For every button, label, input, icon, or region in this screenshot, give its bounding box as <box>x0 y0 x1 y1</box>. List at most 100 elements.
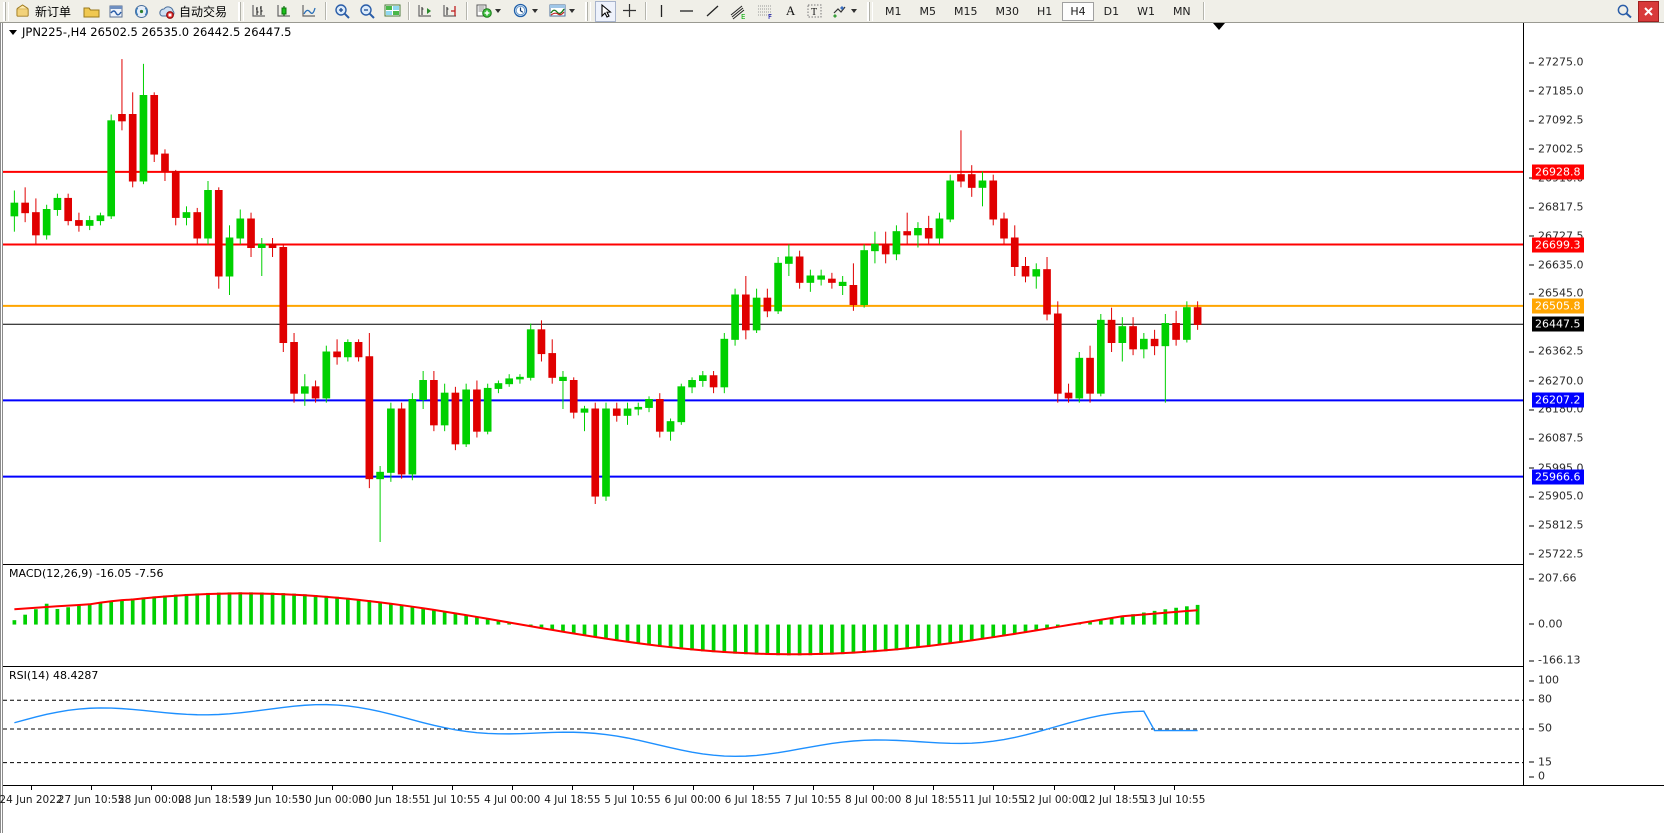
candle-chart-icon[interactable] <box>273 1 296 22</box>
time-tick-mark <box>1173 786 1175 790</box>
timeframe-m15[interactable]: M15 <box>954 4 978 18</box>
price-axis[interactable]: 27275.027185.027092.527002.526910.026817… <box>1523 23 1664 785</box>
templates-icon[interactable] <box>546 1 581 22</box>
price-level-label-support[interactable]: 25966.6 <box>1532 469 1584 485</box>
zoom-out-icon[interactable] <box>356 1 379 22</box>
time-tick-mark <box>91 786 93 790</box>
cursor-icon[interactable] <box>595 0 617 22</box>
rsi-svg <box>3 699 1527 764</box>
price-tick: 26635.0 <box>1529 258 1584 271</box>
chart-window: JPN225-,H4 26502.5 26535.0 26442.5 26447… <box>0 23 1664 834</box>
crosshair-icon[interactable] <box>618 1 641 22</box>
horizontal-line-icon[interactable] <box>674 1 699 22</box>
price-tick: 27092.5 <box>1529 114 1584 127</box>
period-clock-icon[interactable] <box>509 1 544 22</box>
svg-text:E: E <box>741 13 745 20</box>
time-tick-label: 30 Jun 18:55 <box>358 794 426 806</box>
collapse-triangle-icon[interactable] <box>9 30 17 35</box>
timeframe-d1[interactable]: D1 <box>1103 4 1120 18</box>
time-tick-label: 4 Jul 00:00 <box>484 794 541 806</box>
price-candles-svg <box>3 59 1527 542</box>
time-axis[interactable]: 24 Jun 2022 27 Jun 10:55 28 Jun 00:00 28 Ju… <box>0 785 1664 834</box>
timeframe-m5[interactable]: M5 <box>919 4 937 18</box>
chevron-down-icon-4[interactable] <box>851 9 858 13</box>
timeframe-h1[interactable]: H1 <box>1037 4 1053 18</box>
time-tick-label: 7 Jul 10:55 <box>784 794 842 806</box>
chart-shift-icon[interactable] <box>414 1 437 22</box>
time-tick-mark <box>391 786 393 790</box>
timeframe-m30[interactable]: M30 <box>995 4 1020 18</box>
price-level-label-resistance[interactable]: 26699.3 <box>1532 237 1584 253</box>
toolbar-separator-5 <box>1202 2 1205 20</box>
price-level-label-resistance[interactable]: 26928.8 <box>1532 164 1584 180</box>
toolbar-grip-2[interactable] <box>238 1 245 21</box>
rsi-tick: 15 <box>1529 755 1552 768</box>
search-icon[interactable] <box>1613 1 1636 22</box>
shapes-icon[interactable] <box>828 1 863 22</box>
timeframe-mn[interactable]: MN <box>1172 4 1191 18</box>
line-chart-icon[interactable] <box>298 1 321 22</box>
toolbar-separator <box>325 2 328 20</box>
toolbar-grip[interactable] <box>3 1 9 21</box>
print-preview-icon[interactable] <box>105 1 128 22</box>
zoom-in-icon[interactable] <box>331 1 354 22</box>
toolbar-separator-3 <box>466 2 469 20</box>
add-indicator-icon[interactable] <box>472 1 507 22</box>
time-tick-mark <box>632 786 634 790</box>
macd-tick: 207.66 <box>1529 572 1577 585</box>
auto-scroll-icon[interactable] <box>439 1 462 22</box>
price-tick: 26817.5 <box>1529 201 1584 214</box>
price-tick: 26362.5 <box>1529 345 1584 358</box>
price-tick: 25812.5 <box>1529 519 1584 532</box>
price-pane[interactable]: JPN225-,H4 26502.5 26535.0 26442.5 26447… <box>3 23 1664 564</box>
timeframe-m1[interactable]: M1 <box>885 4 902 18</box>
text-label-icon[interactable]: T <box>803 1 826 22</box>
time-tick-label: 1 Jul 10:55 <box>423 794 481 806</box>
price-level-label-current-price[interactable]: 26447.5 <box>1532 316 1584 332</box>
folder-icon[interactable] <box>80 1 103 22</box>
price-tick: 25905.0 <box>1529 490 1584 503</box>
price-tick: 27002.5 <box>1529 142 1584 155</box>
price-tick: 26270.0 <box>1529 374 1584 387</box>
price-level-label-support[interactable]: 26207.2 <box>1532 392 1584 408</box>
time-tick-label: 4 Jul 18:55 <box>544 794 601 806</box>
toolbar-grip-4[interactable] <box>867 1 874 21</box>
time-tick-label: 27 Jun 10:55 <box>57 794 125 806</box>
timeframe-w1[interactable]: W1 <box>1137 4 1155 18</box>
time-tick-label: 6 Jul 18:55 <box>724 794 781 806</box>
time-tick-label: 8 Jul 18:55 <box>905 794 962 806</box>
bar-chart-icon[interactable] <box>248 1 271 22</box>
text-icon[interactable]: A <box>785 3 796 18</box>
price-tick: 27275.0 <box>1529 56 1584 69</box>
toolbar-grip-3[interactable] <box>585 1 592 21</box>
broadcast-icon[interactable] <box>130 1 153 22</box>
chevron-down-icon-2[interactable] <box>532 9 539 13</box>
new-order-button[interactable]: 新订单 <box>13 1 78 22</box>
rsi-pane[interactable]: RSI(14) 48.4287 <box>3 666 1664 786</box>
close-icon[interactable] <box>1638 0 1659 22</box>
vertical-line-icon[interactable] <box>651 1 672 22</box>
time-tick-label: 11 Jul 10:55 <box>961 794 1025 806</box>
equidistant-channel-icon[interactable]: E <box>726 1 751 22</box>
chevron-down-icon[interactable] <box>495 9 502 13</box>
tile-windows-icon[interactable] <box>381 1 404 22</box>
time-tick-mark <box>512 786 514 790</box>
fibonacci-icon[interactable]: F <box>753 1 778 22</box>
chevron-down-icon-3[interactable] <box>569 9 576 13</box>
autotrade-button[interactable]: 自动交易 <box>155 1 234 22</box>
price-tick: 27185.0 <box>1529 84 1584 97</box>
macd-pane[interactable]: MACD(12,26,9) -16.05 -7.56 <box>3 564 1664 667</box>
time-tick-label: 28 Jun 00:00 <box>117 794 185 806</box>
svg-text:T: T <box>811 7 817 18</box>
time-tick-mark <box>692 786 694 790</box>
macd-svg <box>12 592 1200 656</box>
time-tick-label: 12 Jul 00:00 <box>1022 794 1086 806</box>
autotrade-label: 自动交易 <box>179 4 228 19</box>
time-tick-mark <box>572 786 574 790</box>
trendline-icon[interactable] <box>701 1 724 22</box>
rsi-tick: 50 <box>1529 722 1552 735</box>
timeframe-h4[interactable]: H4 <box>1062 1 1094 21</box>
price-tick: 26545.0 <box>1529 287 1584 300</box>
chart-scroll-indicator[interactable] <box>1213 23 1225 30</box>
price-level-label-pivot[interactable]: 26505.8 <box>1532 298 1584 314</box>
